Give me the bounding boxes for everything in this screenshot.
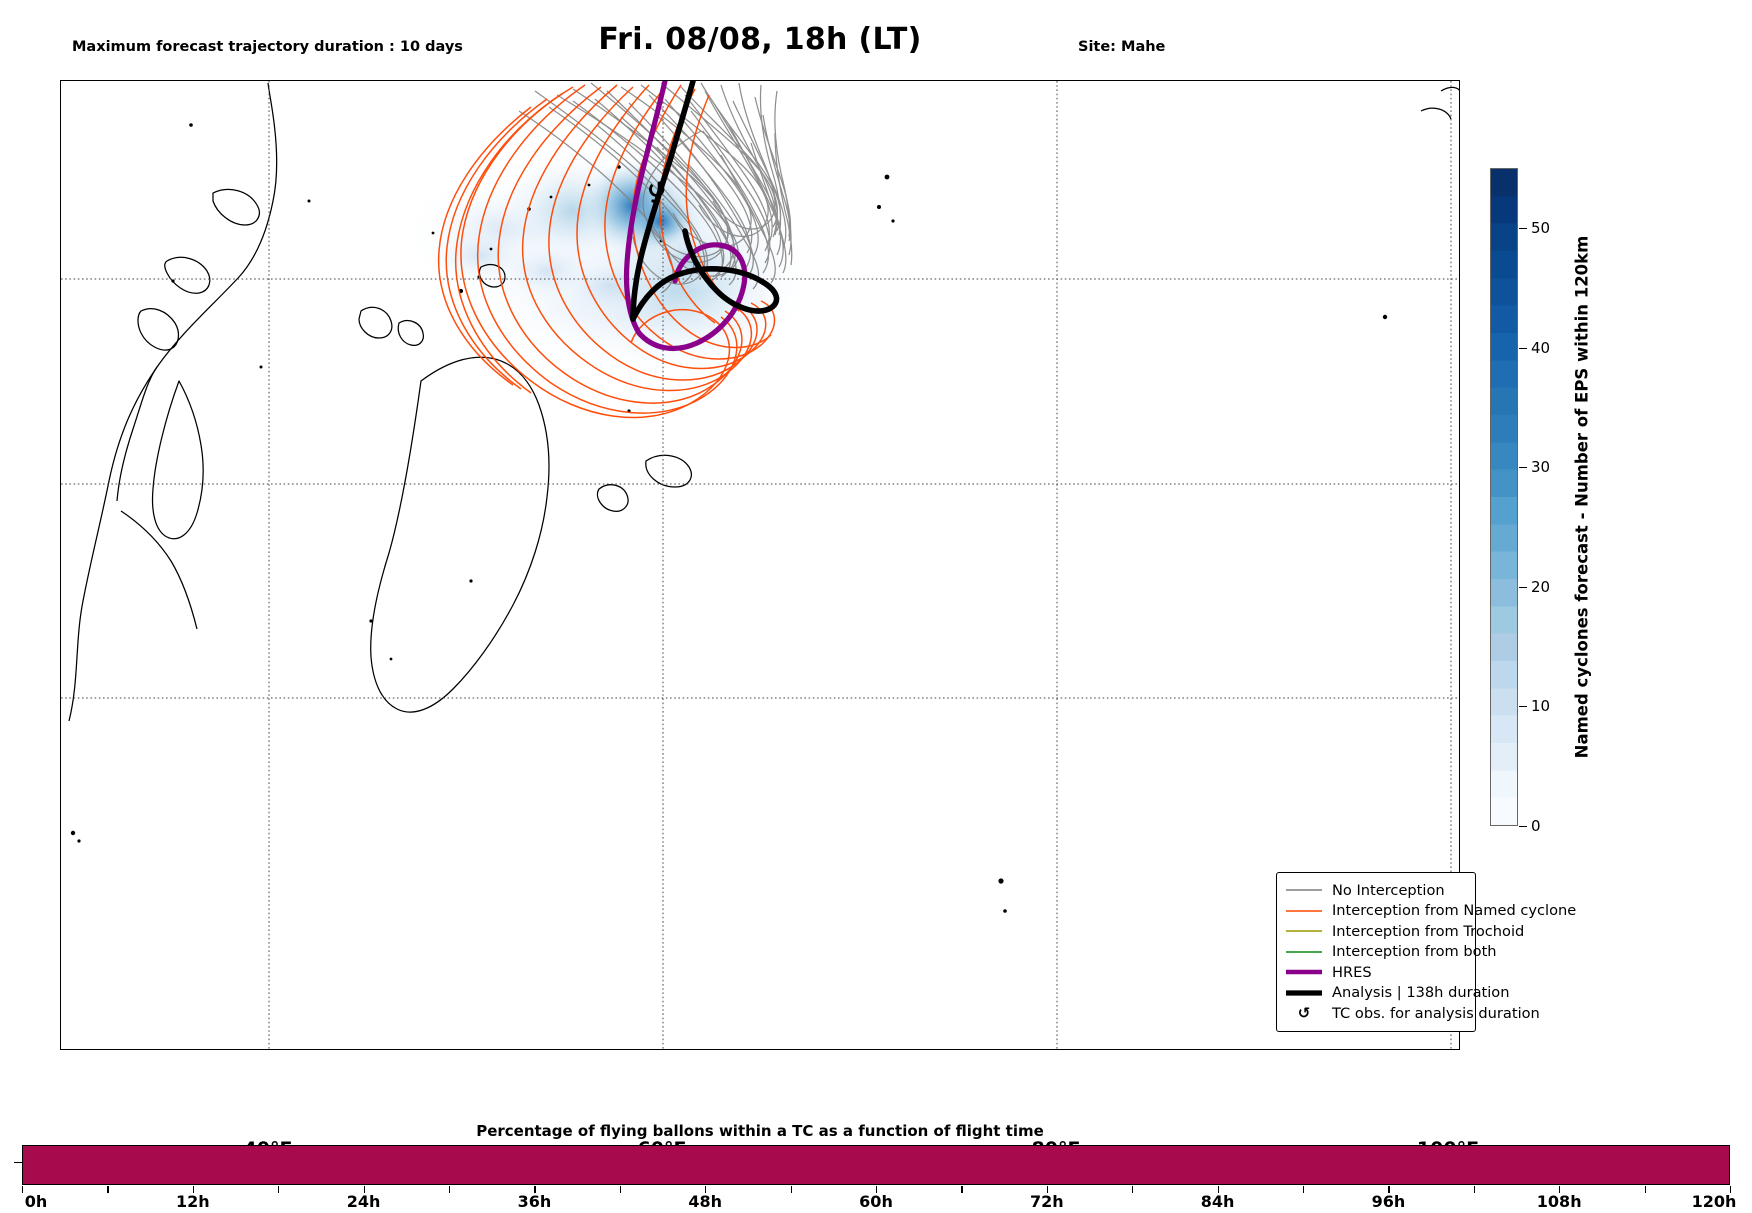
trajectory-analysis [630,81,780,322]
pct-axis-tick-mark [619,1186,621,1193]
site-text: Site: Mahe [1078,39,1166,56]
legend-item-named-cyclone: Interception from Named cyclone [1284,901,1576,922]
legend-line-swatch-orange [1284,905,1324,917]
pct-axis-label-24h: 24h [346,1192,381,1211]
pct-axis-label-12h: 12h [175,1192,210,1211]
island-dots [70,123,1388,913]
legend-item-tc-obs: ↺ TC obs. for analysis duration [1284,1003,1540,1024]
pct-axis-tick-mark [1132,1186,1134,1193]
pct-axis-tick-mark [876,1186,878,1193]
legend-item-both: Interception from both [1284,942,1497,963]
percentage-bar-panel [22,1145,1730,1185]
coastlines [68,82,1459,722]
trajectory-hres [623,81,748,352]
pct-axis-tick-mark [705,1186,707,1193]
legend-line-swatch-olive [1284,925,1324,937]
pct-axis-label-96h: 96h [1371,1192,1406,1211]
percentage-bar-axis: 0h 12h 24h 36h 48h 60h 72h 84h 96h 108h 120h [22,1186,1736,1212]
max-duration-text: Maximum forecast trajectory duration : 1… [72,39,463,56]
pct-axis-tick-mark [1473,1186,1475,1193]
map-frame: ↺ [60,80,1460,1050]
pct-axis-tick-mark [278,1186,280,1193]
colorbar-tick-30: 30 [1519,458,1550,476]
legend-label-tc-obs: TC obs. for analysis duration [1332,1004,1540,1022]
percentage-bar-title: Percentage of flying ballons within a TC… [476,1122,1044,1140]
legend-label-named-cyclone: Interception from Named cyclone [1332,902,1577,920]
pct-axis-label-84h: 84h [1200,1192,1235,1211]
pct-axis-tick-mark [961,1186,963,1193]
legend-line-swatch-green [1284,946,1324,958]
legend-label-analysis: Analysis | 138h duration [1332,984,1510,1002]
pct-axis-tick-mark [1559,1186,1561,1193]
legend-label-hres: HRES [1332,963,1372,981]
percentage-bar-fill [22,1145,1730,1185]
pct-axis-tick-mark [1217,1186,1219,1193]
pct-axis-label-120h: 120h [1691,1192,1737,1211]
legend-item-hres: HRES [1284,962,1466,983]
pct-axis-label-108h: 108h [1536,1192,1582,1211]
legend-item-trochoid: Interception from Trochoid [1284,921,1524,942]
pct-axis-tick-mark [1730,1186,1732,1193]
svg-text:↺: ↺ [647,176,667,204]
pct-axis-tick-mark [192,1186,194,1193]
pct-axis-tick-mark [1303,1186,1305,1193]
colorbar-title: Named cyclones forecast - Number of EPS … [1572,235,1592,759]
colorbar-tick-10: 10 [1519,697,1550,715]
legend-item-no-interception: No Interception [1284,880,1466,901]
legend-line-swatch-purple [1284,966,1324,978]
pct-axis-tick-mark [1046,1186,1048,1193]
map-canvas: ↺ [61,81,1459,1049]
pct-axis-label-72h: 72h [1029,1192,1064,1211]
pct-axis-tick-mark [449,1186,451,1193]
colorbar-panel: 0 10 20 30 40 50 Named cyclones forecast… [1490,168,1752,858]
pct-axis-tick-mark [1644,1186,1646,1193]
map-panel: ↺ 10°S 20°S 30°S 40°E 60°E 80°E 100°E [60,80,1479,1160]
pct-axis-label-48h: 48h [688,1192,723,1211]
legend-label-no-interception: No Interception [1332,881,1445,899]
pct-axis-tick-mark [534,1186,536,1193]
pct-axis-tick-mark [790,1186,792,1193]
cyclone-icon: ↺ [1284,1004,1324,1022]
legend-line-swatch-black [1284,987,1324,999]
pct-axis-label-0h: 0h [24,1192,48,1211]
legend-item-analysis: Analysis | 138h duration [1284,983,1509,1004]
trajectories-named-cyclone [437,84,776,419]
colorbar-tick-0: 0 [1519,817,1541,835]
percentage-bar-left-tick [14,1162,22,1164]
colorbar-gradient [1490,168,1518,826]
tc-observation-marker: ↺ [647,176,667,204]
legend-label-trochoid: Interception from Trochoid [1332,922,1525,940]
colorbar-tick-50: 50 [1519,219,1550,237]
page-title: Fri. 08/08, 18h (LT) [598,22,922,57]
trajectories-no-interception [518,82,793,294]
legend-label-both: Interception from both [1332,943,1497,961]
pct-axis-tick-mark [1388,1186,1390,1193]
pct-axis-tick-mark [22,1186,24,1193]
pct-axis-tick-mark [107,1186,109,1193]
colorbar-tick-20: 20 [1519,578,1550,596]
colorbar-tick-40: 40 [1519,339,1550,357]
tc-obs-glyph: ↺ [1297,1004,1311,1023]
pct-axis-label-36h: 36h [517,1192,552,1211]
pct-axis-tick-mark [363,1186,365,1193]
legend-line-swatch-grey [1284,884,1324,896]
pct-axis-label-60h: 60h [859,1192,893,1211]
map-legend: No Interception Interception from Named … [1276,872,1576,1032]
